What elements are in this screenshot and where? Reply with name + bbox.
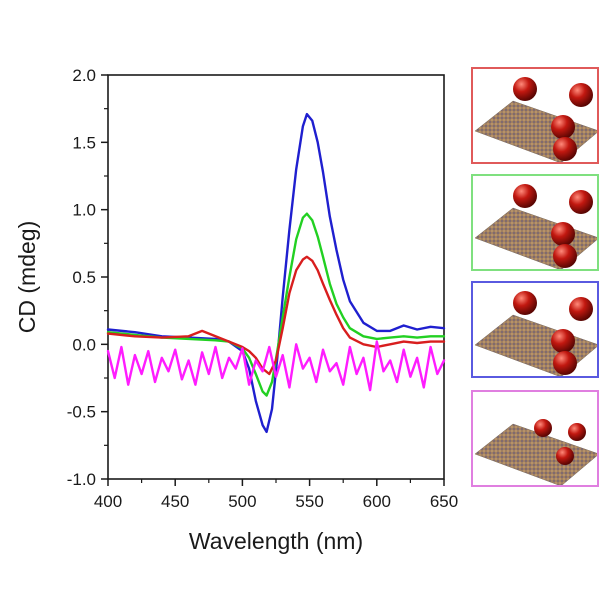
gold-nanoparticle [551, 115, 575, 139]
gold-nanoparticle [569, 83, 593, 107]
x-tick-label: 650 [430, 492, 458, 511]
dna-origami-sheet [474, 423, 597, 485]
y-tick-label: 1.0 [72, 201, 96, 220]
gold-nanoparticle [553, 137, 577, 161]
series-line-4 [106, 340, 446, 392]
model-panel-3 [471, 281, 599, 378]
y-tick-label: -1.0 [67, 470, 96, 489]
plot-frame [107, 74, 445, 480]
model-panel-1 [471, 67, 599, 164]
y-tick-label: 0.5 [72, 268, 96, 287]
gold-nanoparticle [553, 244, 577, 268]
y-tick-label: 1.5 [72, 133, 96, 152]
gold-nanoparticle [551, 329, 575, 353]
x-axis-title: Wavelength (nm) [189, 528, 363, 554]
dna-origami-sheet [474, 207, 597, 269]
dna-origami-sheet [474, 314, 597, 376]
gold-nanoparticle [534, 419, 552, 437]
y-tick-label: -0.5 [67, 403, 96, 422]
model-panel-2 [471, 174, 599, 271]
y-axis-title: CD (mdeg) [14, 221, 40, 333]
cd-spectrum-chart: -1.0 -0.5 0.0 0.5 1.0 1.5 2.0 400 450 500 550 600 6… [14, 66, 458, 554]
gold-nanoparticle [551, 222, 575, 246]
y-axis-ticks: -1.0 -0.5 0.0 0.5 1.0 1.5 2.0 [67, 66, 108, 489]
series-line-3 [106, 255, 446, 376]
gold-nanoparticle [513, 77, 537, 101]
gold-nanoparticle [556, 447, 574, 465]
x-tick-label: 500 [228, 492, 256, 511]
y-tick-label: 0.0 [72, 335, 96, 354]
gold-nanoparticle [569, 190, 593, 214]
gold-nanoparticle [513, 184, 537, 208]
x-tick-label: 550 [295, 492, 323, 511]
gold-nanoparticle [513, 291, 537, 315]
dna-origami-sheet [474, 100, 597, 162]
series-line-1 [106, 112, 446, 434]
gold-nanoparticle [568, 423, 586, 441]
plot-area: -1.0 -0.5 0.0 0.5 1.0 1.5 2.0 400 450 500 550 600 6… [67, 66, 458, 511]
x-tick-label: 450 [161, 492, 189, 511]
x-tick-label: 400 [94, 492, 122, 511]
x-axis-ticks: 400 450 500 550 600 650 [94, 479, 458, 511]
gold-nanoparticle [553, 351, 577, 375]
series-layer [106, 112, 446, 434]
gold-nanoparticle [569, 297, 593, 321]
x-tick-label: 600 [363, 492, 391, 511]
model-panel-4 [471, 390, 599, 487]
y-tick-label: 2.0 [72, 66, 96, 85]
